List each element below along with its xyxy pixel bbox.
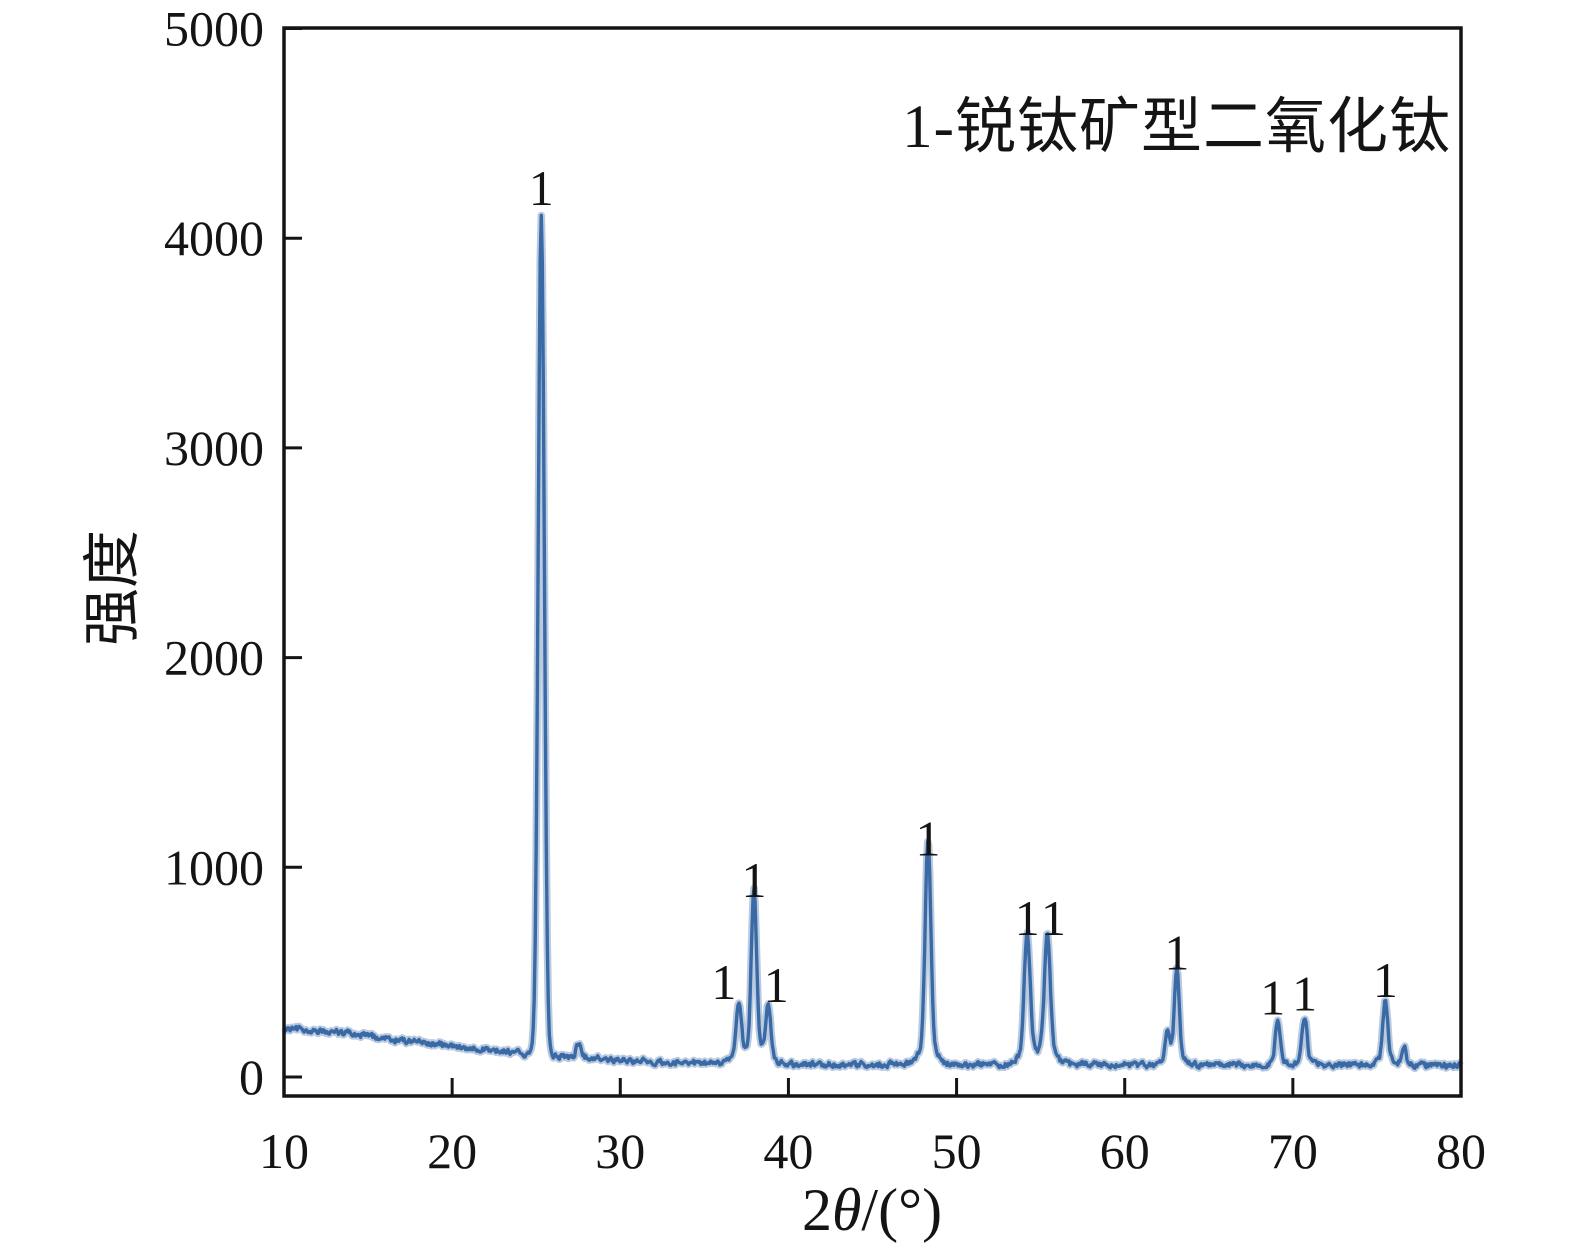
y-tick-label: 5000 — [164, 1, 264, 57]
peak-label: 1 — [741, 852, 766, 908]
plot-frame — [282, 26, 1463, 1098]
y-tick-label: 2000 — [164, 630, 264, 686]
peak-label: 1 — [711, 954, 736, 1010]
x-tick-label: 40 — [763, 1123, 813, 1179]
peak-label: 1 — [1041, 890, 1066, 946]
x-tick-label: 80 — [1436, 1123, 1486, 1179]
peak-label: 1 — [764, 957, 789, 1013]
x-tick-label: 20 — [427, 1123, 477, 1179]
xrd-curve — [282, 213, 1462, 1071]
peak-label: 1 — [1164, 925, 1189, 981]
y-tick-label: 0 — [239, 1049, 264, 1105]
x-axis-title-theta: θ — [831, 1177, 862, 1243]
xrd-curve-halo — [281, 211, 1464, 1073]
x-tick-label: 30 — [595, 1123, 645, 1179]
x-tick-label: 50 — [932, 1123, 982, 1179]
peak-label: 1 — [1292, 965, 1317, 1021]
y-axis-title: 强度 — [80, 529, 145, 647]
peak-label: 1 — [1015, 890, 1040, 946]
peak-label: 1 — [915, 810, 940, 866]
y-tick-label: 4000 — [164, 210, 264, 266]
y-tick-label: 3000 — [164, 420, 264, 476]
x-axis-title-prefix: 2 — [801, 1177, 832, 1243]
x-tick-label: 70 — [1268, 1123, 1318, 1179]
peak-label: 1 — [529, 160, 554, 216]
x-tick-label: 60 — [1100, 1123, 1150, 1179]
legend-annotation: 1-锐钛矿型二氧化钛 — [902, 94, 1451, 161]
peak-label: 1 — [1373, 952, 1398, 1008]
x-axis-title-suffix: /(°) — [861, 1177, 943, 1243]
y-tick-label: 1000 — [164, 839, 264, 895]
x-axis-title: 2θ/(°) — [802, 1176, 942, 1245]
x-tick-label: 10 — [259, 1123, 309, 1179]
peak-label: 1 — [1260, 970, 1285, 1026]
